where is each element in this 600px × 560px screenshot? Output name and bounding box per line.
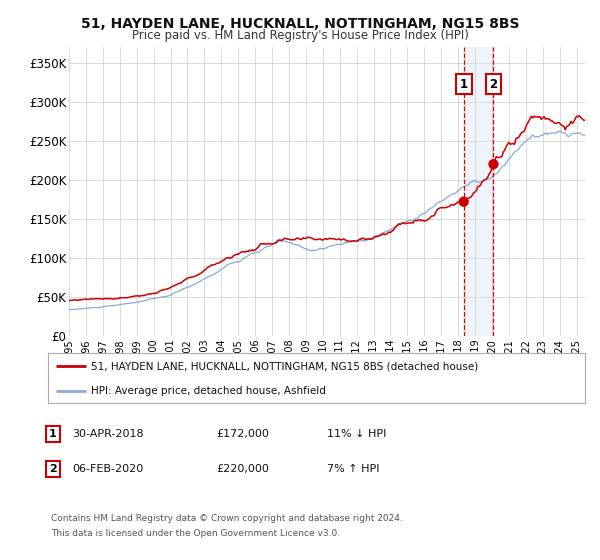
- Text: This data is licensed under the Open Government Licence v3.0.: This data is licensed under the Open Gov…: [51, 529, 340, 538]
- Bar: [464, 47, 493, 336]
- Text: 06-FEB-2020: 06-FEB-2020: [72, 464, 143, 474]
- Text: HPI: Average price, detached house, Ashfield: HPI: Average price, detached house, Ashf…: [91, 386, 326, 395]
- Text: Price paid vs. HM Land Registry's House Price Index (HPI): Price paid vs. HM Land Registry's House …: [131, 29, 469, 42]
- Text: 1: 1: [460, 77, 468, 91]
- Text: 51, HAYDEN LANE, HUCKNALL, NOTTINGHAM, NG15 8BS (detached house): 51, HAYDEN LANE, HUCKNALL, NOTTINGHAM, N…: [91, 361, 478, 371]
- Text: 1: 1: [49, 429, 56, 439]
- Text: 2: 2: [490, 77, 497, 91]
- Text: 7% ↑ HPI: 7% ↑ HPI: [327, 464, 380, 474]
- Text: 11% ↓ HPI: 11% ↓ HPI: [327, 429, 386, 439]
- Text: 2: 2: [49, 464, 56, 474]
- Text: Contains HM Land Registry data © Crown copyright and database right 2024.: Contains HM Land Registry data © Crown c…: [51, 514, 403, 523]
- Text: £172,000: £172,000: [216, 429, 269, 439]
- Point: [488, 160, 498, 169]
- Text: 30-APR-2018: 30-APR-2018: [72, 429, 143, 439]
- Text: £220,000: £220,000: [216, 464, 269, 474]
- Point: [459, 197, 469, 206]
- Text: 51, HAYDEN LANE, HUCKNALL, NOTTINGHAM, NG15 8BS: 51, HAYDEN LANE, HUCKNALL, NOTTINGHAM, N…: [81, 17, 519, 31]
